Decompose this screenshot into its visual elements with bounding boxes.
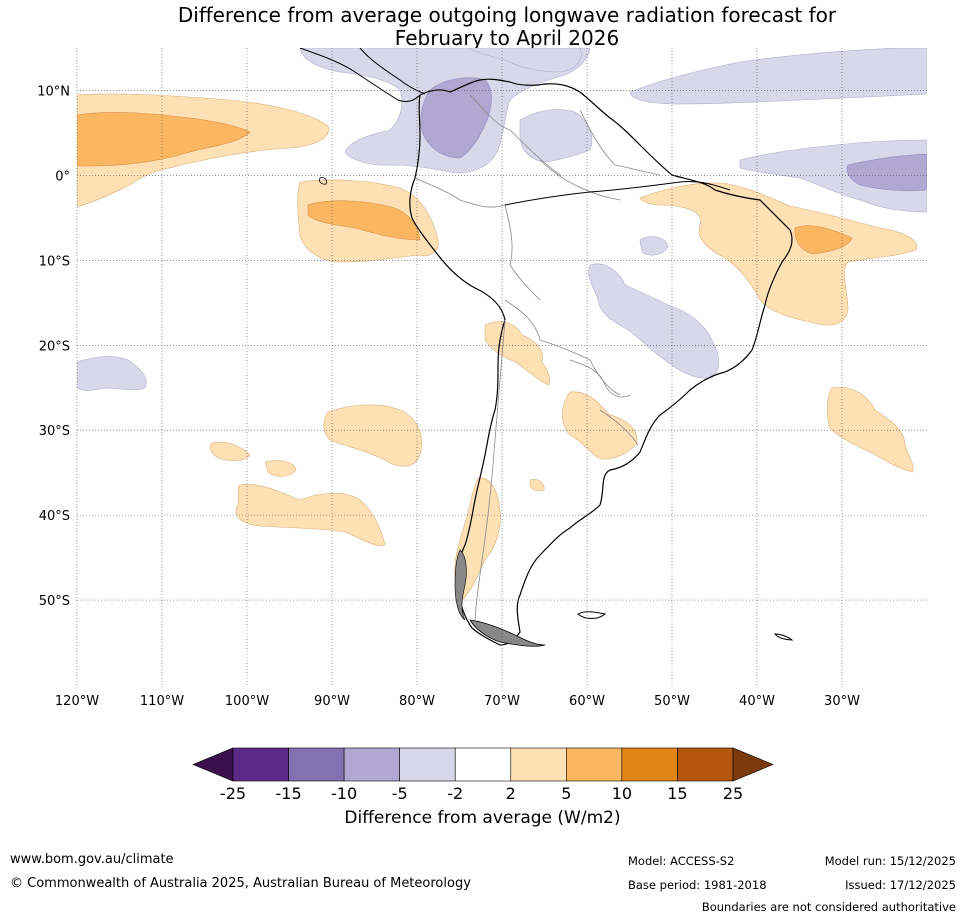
lat-label: 0° [55,169,70,184]
border-uruguay [599,409,639,446]
copyright-text: © Commonwealth of Australia 2025, Austra… [10,876,471,891]
model-run-date: Model run: 15/12/2025 [824,854,956,868]
colorbar-segment [454,747,512,782]
south-america-coastline [409,78,793,646]
lon-label: 120°W [55,694,99,709]
colorbar-tick: 25 [723,784,743,803]
anomaly-pos-small-1 [529,479,545,492]
border-guianas [579,109,661,176]
colorbar-tick: 15 [667,784,687,803]
border-paraguay [569,359,631,398]
colorbar-tick: -5 [392,784,408,803]
border-chile-argentina [474,319,506,626]
colorbar-segment [288,747,345,782]
border-colombia-venezuela [469,94,561,176]
anomaly-pos-south-pacific-4 [264,460,297,477]
colorbar-tick: -15 [275,784,301,803]
anomaly-pos-south-atlantic [826,386,914,473]
lon-label: 60°W [569,694,605,709]
anomaly-neg-brazil-central [588,263,720,379]
colorbar-segment [677,747,734,782]
border-peru-brazil [504,204,541,301]
colorbar-segment [621,747,678,782]
colorbar-tick: 10 [612,784,632,803]
anomaly-neg-caribbean-east [467,48,582,73]
colorbar-extend-high [732,747,774,782]
anomaly-neg-atlantic-north [629,48,927,105]
colorbar-tick: 2 [506,784,516,803]
tierra-del-fuego [469,619,546,647]
title-line-1: Difference from average outgoing longwav… [177,3,837,27]
anomaly-pos-brazil-east-core [794,225,853,255]
anomaly-layer [77,48,927,601]
colorbar-tick: -25 [220,784,246,803]
lat-label: 10°N [37,84,70,99]
anomaly-neg-pacific-west [77,356,147,391]
border-ecuador-peru [414,177,506,208]
base-period: Base period: 1981-2018 [628,878,767,892]
border-bolivia [504,299,621,396]
longitude-labels: 120°W 110°W 100°W 90°W 80°W 70°W 60°W 50°W 40°W 3… [55,694,860,709]
land-layer [299,48,794,647]
anomaly-pos-bolivia [484,321,550,386]
anomaly-pos-south-pacific-3 [209,441,251,461]
chile-fjords [454,549,467,621]
model-name: Model: ACCESS-S2 [628,854,735,868]
anomaly-neg-guianas [519,109,593,163]
anomaly-neg-brazil-small [639,236,669,256]
lon-label: 70°W [484,694,520,709]
galapagos [319,177,327,185]
issued-date: Issued: 17/12/2025 [845,878,956,892]
title-line-2: February to April 2026 [394,26,620,50]
colorbar-axis-label: Difference from average (W/m2) [344,808,621,828]
anomaly-pos-pacific-north-core [77,112,251,167]
lat-label: 30°S [39,424,70,439]
lon-label: 90°W [314,694,350,709]
lon-label: 100°W [225,694,269,709]
lon-label: 40°W [739,694,775,709]
lat-label: 10°S [39,254,70,269]
colorbar-segment [510,747,567,782]
colorbar-segment [566,747,623,782]
latitude-labels: 10°N 0° 10°S 20°S 30°S 40°S 50°S [37,84,70,609]
amazon-river [504,181,731,206]
chart-title: Difference from average outgoing longwav… [0,4,965,50]
lat-label: 40°S [39,509,70,524]
anomaly-pos-pacific-equatorial-core [307,200,421,241]
south-georgia [773,633,794,641]
anomaly-neg-atlantic-equatorial-core [846,153,927,192]
website-link[interactable]: www.bom.gov.au/climate [10,852,174,867]
colorbar-tick: -2 [447,784,463,803]
anomaly-pos-brazil-east [639,182,917,326]
colorbar-tick-labels: -25 -15 -10 -5 -2 2 5 10 15 25 [220,784,743,803]
central-america [299,48,426,103]
boundaries-disclaimer: Boundaries are not considered authoritat… [701,900,956,914]
anomaly-pos-uruguay [562,391,638,460]
colorbar-tick: 5 [561,784,571,803]
lat-label: 20°S [39,339,70,354]
lon-label: 110°W [140,694,184,709]
anomaly-pos-south-pacific-2 [235,484,386,546]
lon-label: 30°W [824,694,860,709]
country-borders [414,94,661,626]
colorbar-segment [343,747,400,782]
lon-label: 80°W [399,694,435,709]
border-brazil-venezuela [539,159,621,201]
colorbar-segment [232,747,289,782]
falkland-islands [577,611,607,619]
lon-label: 50°W [654,694,690,709]
anomaly-neg-atlantic-equatorial [739,139,927,213]
anomaly-pos-south-pacific-1 [323,404,422,467]
lat-label: 50°S [39,594,70,609]
colorbar-tick: -10 [331,784,357,803]
gridlines [76,48,927,685]
colorbar-extend-low [192,747,234,782]
colorbar [192,747,774,782]
anomaly-neg-caribbean-core [420,77,492,159]
colorbar-segment [399,747,456,782]
